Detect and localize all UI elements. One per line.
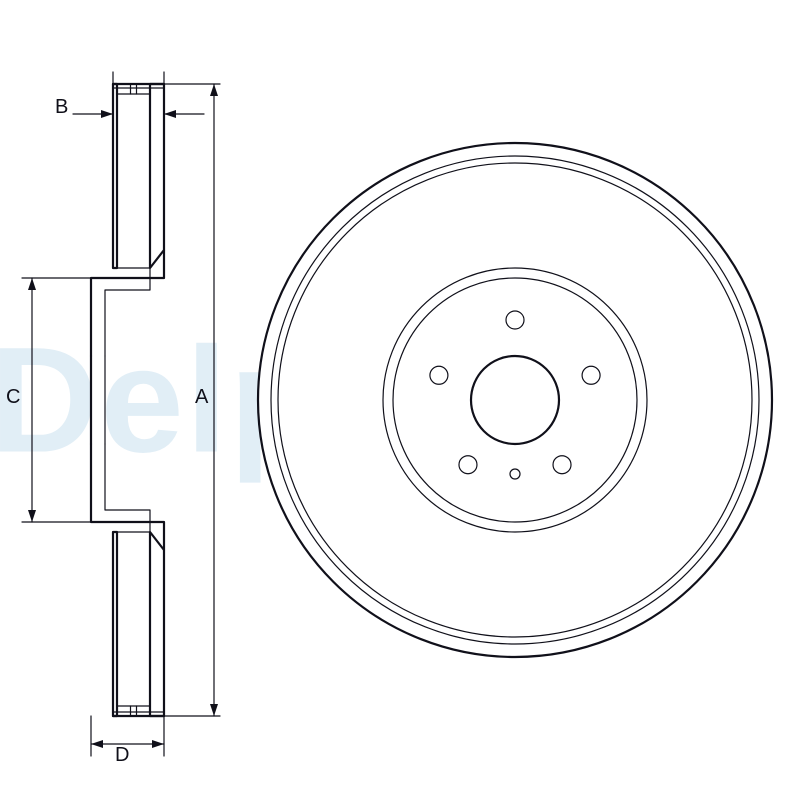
dim-label-C: C <box>6 386 20 409</box>
technical-drawing <box>0 0 800 800</box>
dim-label-D: D <box>115 744 129 767</box>
dim-label-B: B <box>55 96 68 119</box>
dim-label-A: A <box>195 386 208 409</box>
